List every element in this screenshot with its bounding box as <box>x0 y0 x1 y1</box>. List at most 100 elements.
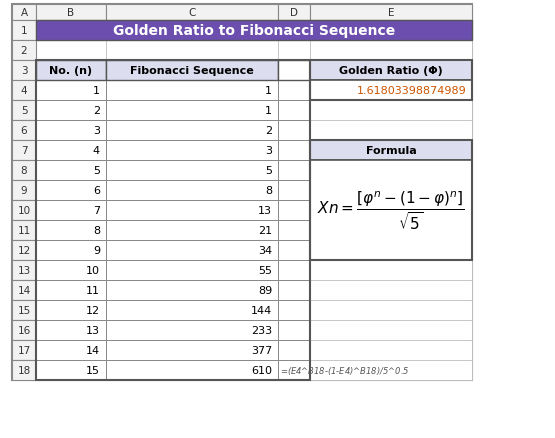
Text: 9: 9 <box>93 245 100 255</box>
Bar <box>310 180 472 201</box>
Text: $\mathit{Xn} = \dfrac{[\varphi^n - (1-\varphi)^n]}{\sqrt{5}}$: $\mathit{Xn} = \dfrac{[\varphi^n - (1-\v… <box>317 189 465 232</box>
Bar <box>278 360 310 380</box>
Bar <box>12 201 36 220</box>
Text: 12: 12 <box>86 305 100 315</box>
Text: 6: 6 <box>21 126 27 136</box>
Bar <box>36 280 106 300</box>
Text: 233: 233 <box>251 325 272 335</box>
Bar <box>278 41 310 61</box>
Text: 3: 3 <box>21 66 27 76</box>
Bar <box>106 300 278 320</box>
Bar <box>12 5 472 380</box>
Bar <box>12 121 36 141</box>
Text: 11: 11 <box>17 226 31 236</box>
Text: 14: 14 <box>86 345 100 355</box>
Text: D: D <box>290 8 298 18</box>
Text: 610: 610 <box>251 365 272 375</box>
Text: Golden Ratio to Fibonacci Sequence: Golden Ratio to Fibonacci Sequence <box>113 24 395 38</box>
Text: 5: 5 <box>21 106 27 116</box>
Bar <box>310 320 472 340</box>
Bar <box>12 340 36 360</box>
Bar <box>310 141 472 261</box>
Bar <box>36 161 106 180</box>
Bar <box>310 101 472 121</box>
Bar <box>106 180 278 201</box>
Bar <box>106 220 278 240</box>
Bar <box>36 300 106 320</box>
Bar <box>278 141 310 161</box>
Text: 13: 13 <box>258 205 272 215</box>
Bar <box>310 220 472 240</box>
Text: 1: 1 <box>265 86 272 96</box>
Bar <box>12 5 36 21</box>
Bar <box>12 61 36 81</box>
Bar <box>12 21 36 41</box>
Bar <box>278 340 310 360</box>
Bar <box>278 161 310 180</box>
Text: C: C <box>188 8 196 18</box>
Bar <box>278 201 310 220</box>
Text: E: E <box>388 8 394 18</box>
Bar <box>36 180 106 201</box>
Text: 13: 13 <box>86 325 100 335</box>
Bar <box>36 201 106 220</box>
Text: 144: 144 <box>251 305 272 315</box>
Text: Formula: Formula <box>366 146 416 155</box>
Bar <box>12 320 36 340</box>
Text: 18: 18 <box>17 365 31 375</box>
Bar <box>310 141 472 161</box>
Bar <box>278 280 310 300</box>
Bar <box>36 61 106 81</box>
Bar <box>278 161 310 180</box>
Bar <box>36 261 106 280</box>
Bar <box>36 360 106 380</box>
Text: 6: 6 <box>93 186 100 195</box>
Bar <box>278 61 310 81</box>
Bar <box>106 360 278 380</box>
Bar <box>106 300 278 320</box>
Bar <box>36 201 106 220</box>
Bar <box>36 340 106 360</box>
Bar <box>310 161 472 180</box>
Bar <box>106 61 278 81</box>
Bar <box>12 161 36 180</box>
Text: 15: 15 <box>17 305 31 315</box>
Text: 3: 3 <box>93 126 100 136</box>
Bar <box>106 41 278 61</box>
Text: 89: 89 <box>258 285 272 295</box>
Bar <box>310 300 472 320</box>
Bar <box>310 141 472 161</box>
Bar <box>12 360 36 380</box>
Bar <box>36 180 106 201</box>
Bar <box>106 201 278 220</box>
Bar <box>278 360 310 380</box>
Bar <box>36 141 106 161</box>
Bar <box>36 320 106 340</box>
Bar <box>310 280 472 300</box>
Bar <box>310 41 472 61</box>
Bar <box>12 180 36 201</box>
Bar <box>310 61 472 101</box>
Bar <box>36 61 106 81</box>
Bar <box>12 300 36 320</box>
Bar <box>278 180 310 201</box>
Bar <box>278 81 310 101</box>
Bar <box>278 220 310 240</box>
Bar <box>278 180 310 201</box>
Text: Fibonacci Sequence: Fibonacci Sequence <box>130 66 254 76</box>
Bar <box>106 121 278 141</box>
Bar <box>310 340 472 360</box>
Bar <box>278 101 310 121</box>
Bar <box>278 261 310 280</box>
Text: 1: 1 <box>93 86 100 96</box>
Text: 4: 4 <box>93 146 100 155</box>
Bar <box>106 161 278 180</box>
Bar <box>106 5 278 21</box>
Bar <box>36 21 472 41</box>
Text: B: B <box>68 8 74 18</box>
Bar <box>278 101 310 121</box>
Bar <box>36 220 106 240</box>
Bar <box>36 121 106 141</box>
Bar <box>106 121 278 141</box>
Bar <box>106 180 278 201</box>
